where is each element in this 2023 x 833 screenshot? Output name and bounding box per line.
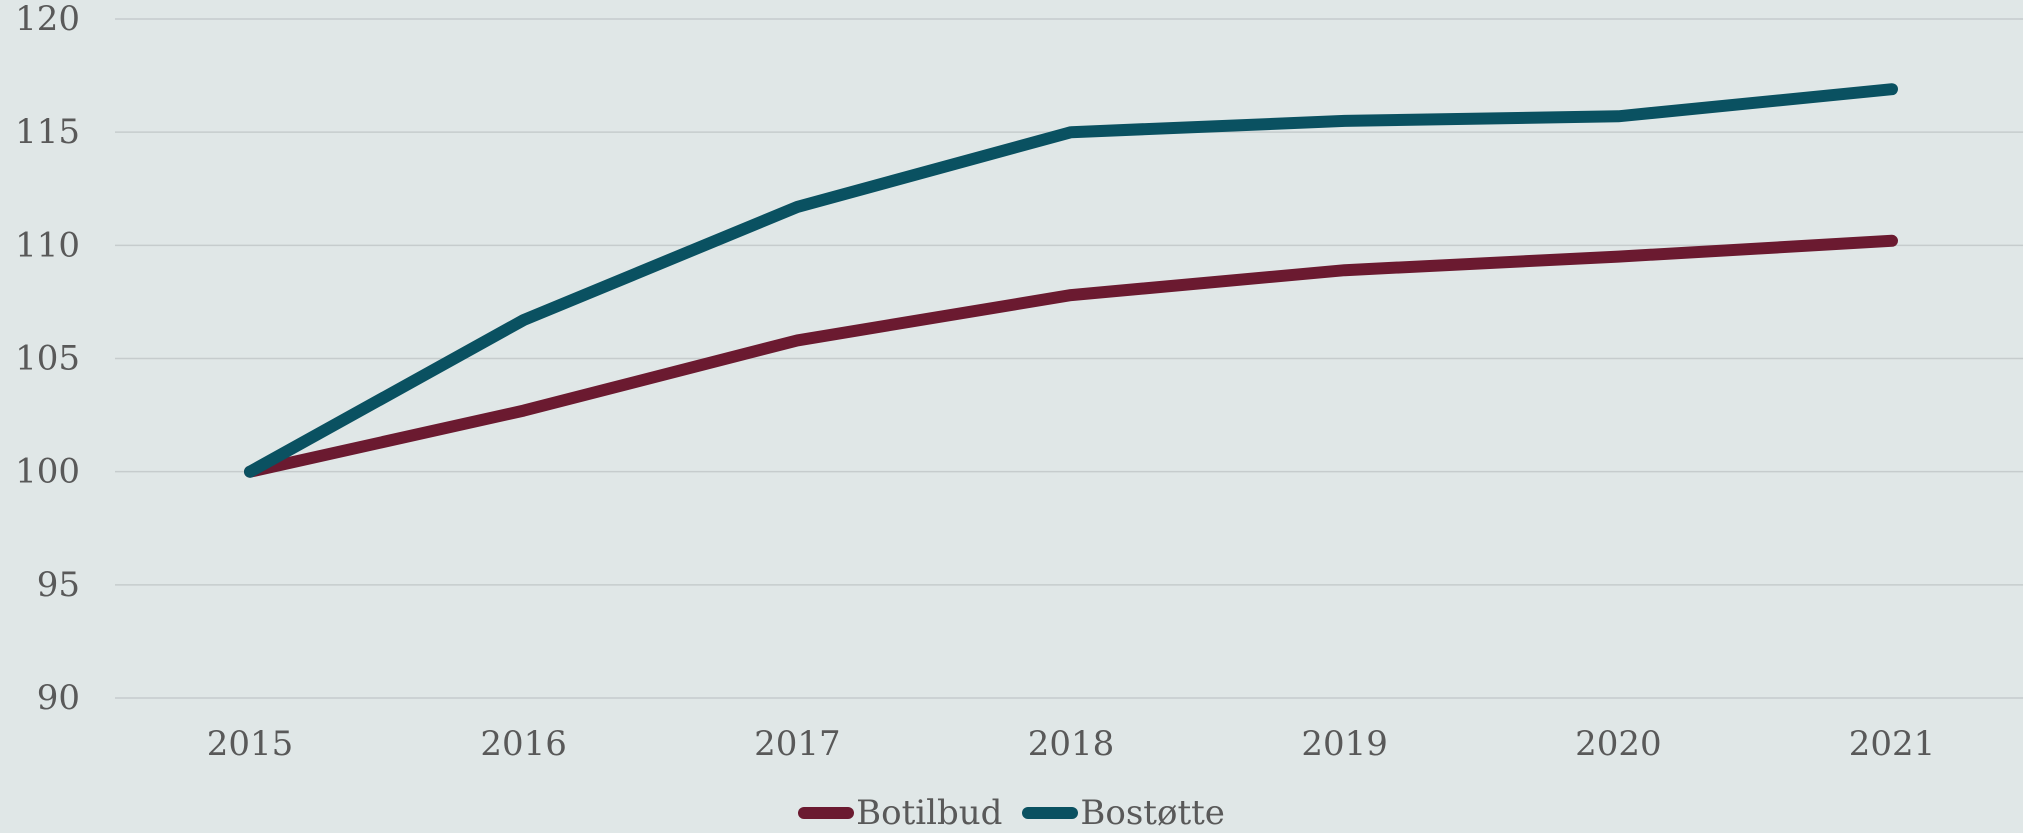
x-tick-label: 2017 xyxy=(754,724,841,764)
series-line-0 xyxy=(244,234,1898,478)
x-tick-label: 2018 xyxy=(1028,724,1115,764)
legend-swatch-botilbud xyxy=(798,807,855,819)
y-tick-label: 115 xyxy=(15,112,80,152)
series-line-1 xyxy=(244,83,1898,478)
legend-swatch-bostotte xyxy=(1022,807,1079,819)
x-tick-label: 2020 xyxy=(1575,724,1662,764)
y-axis-ticks: 90 95 100 105 110 115 120 xyxy=(15,0,80,718)
x-tick-label: 2016 xyxy=(480,724,567,764)
y-tick-label: 90 xyxy=(37,678,80,718)
x-tick-label: 2019 xyxy=(1301,724,1388,764)
legend-label-botilbud: Botilbud xyxy=(856,793,1003,833)
x-tick-label: 2021 xyxy=(1849,724,1936,764)
legend-label-bostotte: Bostøtte xyxy=(1080,793,1225,833)
x-axis-ticks: 2015 2016 2017 2018 2019 2020 2021 xyxy=(207,724,1936,764)
legend-item-bostotte: Bostøtte xyxy=(1022,793,1225,833)
y-tick-label: 110 xyxy=(15,225,80,265)
y-tick-label: 100 xyxy=(15,452,80,492)
y-tick-label: 105 xyxy=(15,339,80,379)
legend: Botilbud Bostøtte xyxy=(0,793,2023,833)
y-tick-label: 95 xyxy=(37,565,80,605)
series-lines xyxy=(244,83,1898,478)
x-tick-label: 2015 xyxy=(207,724,294,764)
gridlines xyxy=(115,18,2023,699)
y-tick-label: 120 xyxy=(15,0,80,39)
legend-item-botilbud: Botilbud xyxy=(798,793,1002,833)
